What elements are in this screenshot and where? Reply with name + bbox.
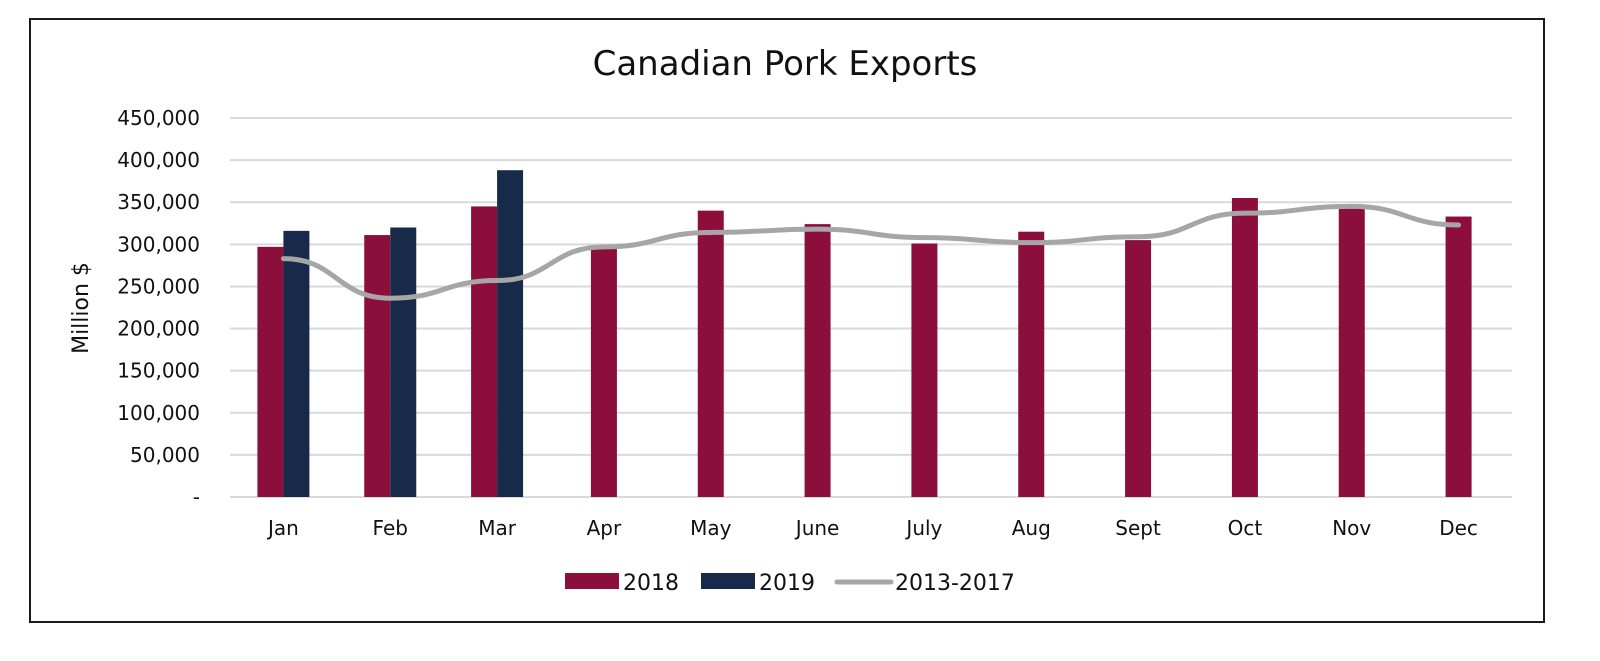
x-tick-label: Dec bbox=[1439, 516, 1478, 540]
x-tick-label: July bbox=[904, 516, 942, 540]
bar-2018-july bbox=[911, 243, 938, 497]
bar-2018-oct bbox=[1231, 198, 1258, 497]
legend-swatch-2018 bbox=[565, 573, 619, 589]
x-tick-label: Apr bbox=[587, 516, 622, 540]
bar-2018-dec bbox=[1445, 216, 1472, 498]
x-tick-labels: Jan Feb Mar Apr May June July Aug Sept Oct Nov Dec bbox=[266, 516, 1478, 540]
x-tick-label: Jan bbox=[266, 516, 299, 540]
x-tick-label: Feb bbox=[373, 516, 408, 540]
legend-label-2013-2017: 2013-2017 bbox=[895, 571, 1015, 596]
gridlines bbox=[230, 117, 1512, 498]
y-tick-labels: - 50,000 100,000 150,000 200,000 250,000 300,0… bbox=[117, 106, 200, 509]
x-tick-label: Mar bbox=[478, 516, 517, 540]
legend-label-2018: 2018 bbox=[623, 571, 679, 596]
bars bbox=[257, 170, 1472, 498]
x-tick-label: Aug bbox=[1012, 516, 1051, 540]
bar-2018-aug bbox=[1018, 231, 1045, 497]
y-tick-label: 300,000 bbox=[117, 232, 200, 256]
bar-2018-apr bbox=[590, 246, 617, 497]
y-tick-label: 100,000 bbox=[117, 401, 200, 425]
bar-2019-feb bbox=[390, 227, 417, 497]
chart-title: Canadian Pork Exports bbox=[593, 44, 978, 84]
bar-2018-jan bbox=[257, 246, 284, 497]
bar-2019-jan bbox=[283, 230, 310, 497]
y-tick-label: 50,000 bbox=[130, 443, 200, 467]
bar-2018-sept bbox=[1125, 240, 1152, 497]
y-tick-label: 250,000 bbox=[117, 274, 200, 298]
bar-2019-mar bbox=[497, 170, 524, 497]
y-tick-label: 350,000 bbox=[117, 190, 200, 214]
bar-2018-nov bbox=[1338, 206, 1365, 497]
line-series bbox=[280, 203, 1462, 301]
legend-swatch-2019 bbox=[701, 573, 755, 589]
y-tick-label: - bbox=[193, 485, 200, 509]
y-tick-label: 200,000 bbox=[117, 317, 200, 341]
x-tick-label: Nov bbox=[1332, 516, 1371, 540]
legend-label-2019: 2019 bbox=[759, 571, 815, 596]
legend: 2018 2019 2013-2017 bbox=[565, 571, 1015, 596]
x-tick-label: May bbox=[690, 516, 732, 540]
y-tick-label: 400,000 bbox=[117, 148, 200, 172]
bar-2018-june bbox=[804, 224, 831, 497]
x-tick-label: Oct bbox=[1228, 516, 1263, 540]
bar-2018-mar bbox=[471, 206, 498, 497]
line-series-2013-2017 bbox=[280, 203, 1462, 301]
y-tick-label: 150,000 bbox=[117, 359, 200, 383]
y-axis-label: Million $ bbox=[69, 262, 94, 354]
x-tick-label: Sept bbox=[1115, 516, 1161, 540]
y-tick-label: 450,000 bbox=[117, 106, 200, 130]
x-tick-label: June bbox=[794, 516, 840, 540]
bar-2018-may bbox=[697, 210, 724, 497]
bar-2018-feb bbox=[364, 235, 391, 497]
